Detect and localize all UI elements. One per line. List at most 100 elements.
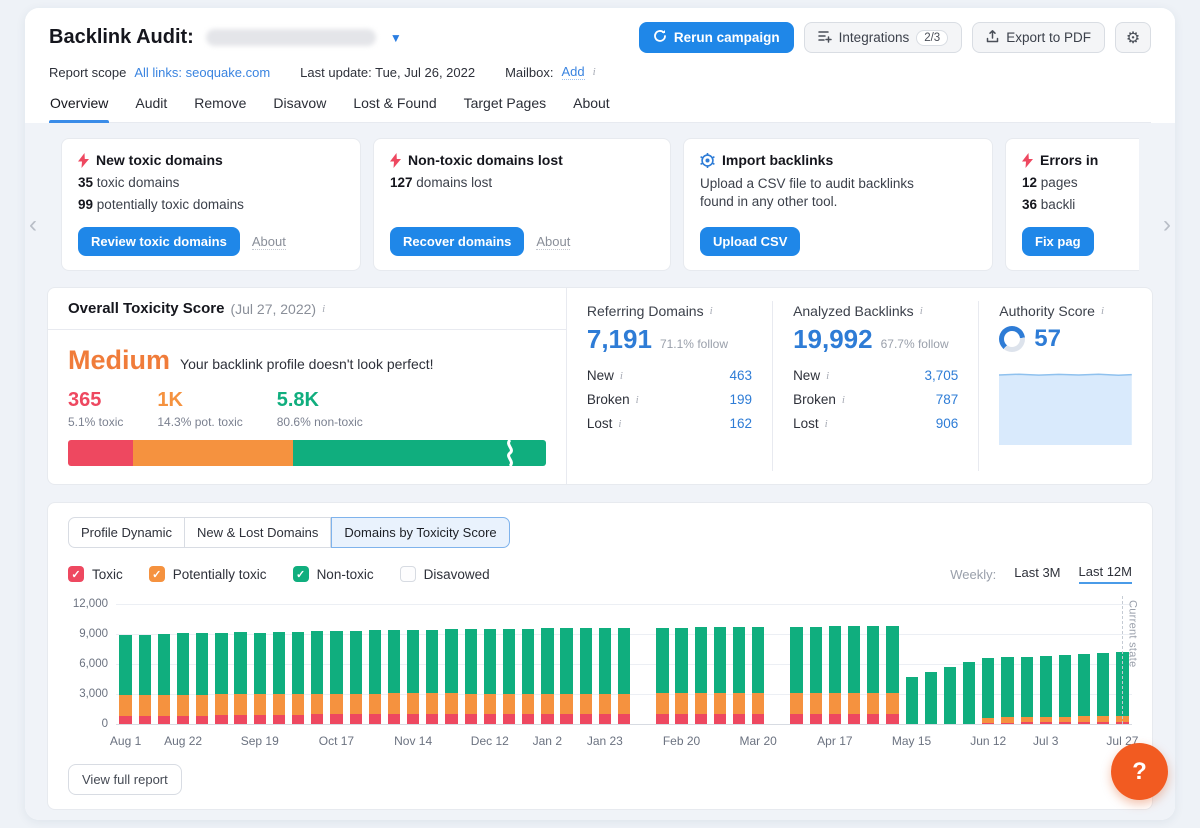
range-last-12m[interactable]: Last 12M — [1079, 564, 1132, 584]
export-icon — [986, 29, 999, 46]
tab-audit[interactable]: Audit — [134, 95, 168, 122]
bar-slot[interactable] — [250, 604, 269, 724]
bar-slot[interactable] — [1055, 604, 1074, 724]
review-toxic-domains-button[interactable]: Review toxic domains — [78, 227, 240, 256]
bar-slot[interactable] — [135, 604, 154, 724]
bar-slot[interactable] — [979, 604, 998, 724]
legend-disavowed[interactable]: Disavowed — [400, 566, 490, 582]
integrations-button[interactable]: Integrations 2/3 — [804, 22, 963, 53]
bar-slot[interactable] — [212, 604, 231, 724]
bar-slot[interactable] — [269, 604, 288, 724]
bar-slot[interactable] — [231, 604, 250, 724]
bar-slot[interactable] — [710, 604, 729, 724]
upload-csv-button[interactable]: Upload CSV — [700, 227, 800, 256]
tab-new-lost-domains[interactable]: New & Lost Domains — [185, 517, 331, 548]
bar-slot[interactable] — [1036, 604, 1055, 724]
legend-non-toxic[interactable]: ✓ Non-toxic — [293, 566, 374, 582]
bar-slot[interactable] — [672, 604, 691, 724]
bar-slot[interactable] — [960, 604, 979, 724]
tab-lost-and-found[interactable]: Lost & Found — [352, 95, 437, 122]
bar-slot[interactable] — [384, 604, 403, 724]
tab-disavow[interactable]: Disavow — [272, 95, 327, 122]
bar-slot[interactable] — [1017, 604, 1036, 724]
recover-domains-button[interactable]: Recover domains — [390, 227, 524, 256]
carousel-left-arrow-icon[interactable]: ‹ — [29, 211, 37, 239]
legend-potentially-toxic[interactable]: ✓ Potentially toxic — [149, 566, 267, 582]
bar-slot[interactable] — [519, 604, 538, 724]
export-to-pdf-button[interactable]: Export to PDF — [972, 22, 1105, 53]
bar-slot[interactable] — [1075, 604, 1094, 724]
tab-overview[interactable]: Overview — [49, 95, 109, 122]
bar-slot[interactable] — [116, 604, 135, 724]
bar-slot[interactable] — [154, 604, 173, 724]
bar-slot[interactable] — [825, 604, 844, 724]
carousel-right-arrow-icon[interactable]: › — [1163, 211, 1171, 239]
bar-slot[interactable] — [327, 604, 346, 724]
bar-slot[interactable] — [442, 604, 461, 724]
report-scope-link[interactable]: All links: seoquake.com — [134, 65, 270, 80]
bar-slot[interactable] — [404, 604, 423, 724]
info-icon[interactable]: i — [710, 305, 713, 317]
bar-slot[interactable] — [576, 604, 595, 724]
bar-slot[interactable] — [806, 604, 825, 724]
info-icon[interactable]: i — [1101, 305, 1104, 317]
info-icon[interactable]: i — [618, 418, 621, 430]
info-icon[interactable]: i — [636, 394, 639, 406]
bar-slot[interactable] — [845, 604, 864, 724]
bar-slot[interactable] — [864, 604, 883, 724]
authority-score-column: Authority Scorei 57 — [978, 301, 1152, 471]
mailbox-add-link[interactable]: Add — [562, 64, 585, 80]
help-button[interactable]: ? — [1111, 743, 1168, 800]
bar-slot[interactable] — [614, 604, 633, 724]
tab-remove[interactable]: Remove — [193, 95, 247, 122]
info-icon[interactable]: i — [322, 303, 325, 315]
bar-slot[interactable] — [595, 604, 614, 724]
bar-slot[interactable] — [883, 604, 902, 724]
bar-slot[interactable] — [902, 604, 921, 724]
bar-slot[interactable] — [921, 604, 940, 724]
info-icon[interactable]: i — [920, 305, 923, 317]
fix-pages-button[interactable]: Fix pag — [1022, 227, 1094, 256]
bar-slot[interactable] — [461, 604, 480, 724]
bar-slot[interactable] — [346, 604, 365, 724]
about-link[interactable]: About — [536, 234, 570, 250]
bar-slot[interactable] — [730, 604, 749, 724]
bar-slot[interactable] — [289, 604, 308, 724]
bar-slot[interactable] — [365, 604, 384, 724]
tab-domains-by-toxicity-score[interactable]: Domains by Toxicity Score — [331, 517, 509, 548]
bar-slot[interactable] — [174, 604, 193, 724]
info-icon[interactable]: i — [825, 418, 828, 430]
bar-slot[interactable] — [768, 604, 787, 724]
info-icon[interactable]: i — [620, 370, 623, 382]
legend-toxic[interactable]: ✓ Toxic — [68, 566, 123, 582]
bar-slot[interactable] — [1094, 604, 1113, 724]
bar-slot[interactable] — [691, 604, 710, 724]
bar-slot[interactable] — [423, 604, 442, 724]
info-icon[interactable]: i — [593, 66, 596, 78]
bar-slot[interactable] — [940, 604, 959, 724]
bar-slot[interactable] — [998, 604, 1017, 724]
bar-slot[interactable] — [634, 604, 653, 724]
bar-slot[interactable] — [193, 604, 212, 724]
settings-button[interactable]: ⚙ — [1115, 22, 1151, 53]
bar-slot[interactable] — [787, 604, 806, 724]
tab-target-pages[interactable]: Target Pages — [463, 95, 548, 122]
rerun-campaign-button[interactable]: Rerun campaign — [639, 22, 794, 53]
bar-slot[interactable] — [480, 604, 499, 724]
bar-slot[interactable] — [749, 604, 768, 724]
range-last-3m[interactable]: Last 3M — [1014, 565, 1060, 583]
info-icon[interactable]: i — [842, 394, 845, 406]
tab-profile-dynamic[interactable]: Profile Dynamic — [68, 517, 185, 548]
tab-about[interactable]: About — [572, 95, 611, 122]
bar-slot[interactable] — [653, 604, 672, 724]
bar-slot[interactable] — [499, 604, 518, 724]
info-icon[interactable]: i — [826, 370, 829, 382]
bar-slot[interactable] — [557, 604, 576, 724]
about-link[interactable]: About — [252, 234, 286, 250]
summary-cards-row: New toxic domains 35 toxic domains 99 po… — [61, 138, 1139, 271]
y-axis-tick: 9,000 — [79, 628, 108, 640]
bar-slot[interactable] — [308, 604, 327, 724]
view-full-report-button[interactable]: View full report — [68, 764, 182, 795]
bar-slot[interactable] — [538, 604, 557, 724]
chevron-down-icon[interactable]: ▼ — [390, 31, 402, 45]
